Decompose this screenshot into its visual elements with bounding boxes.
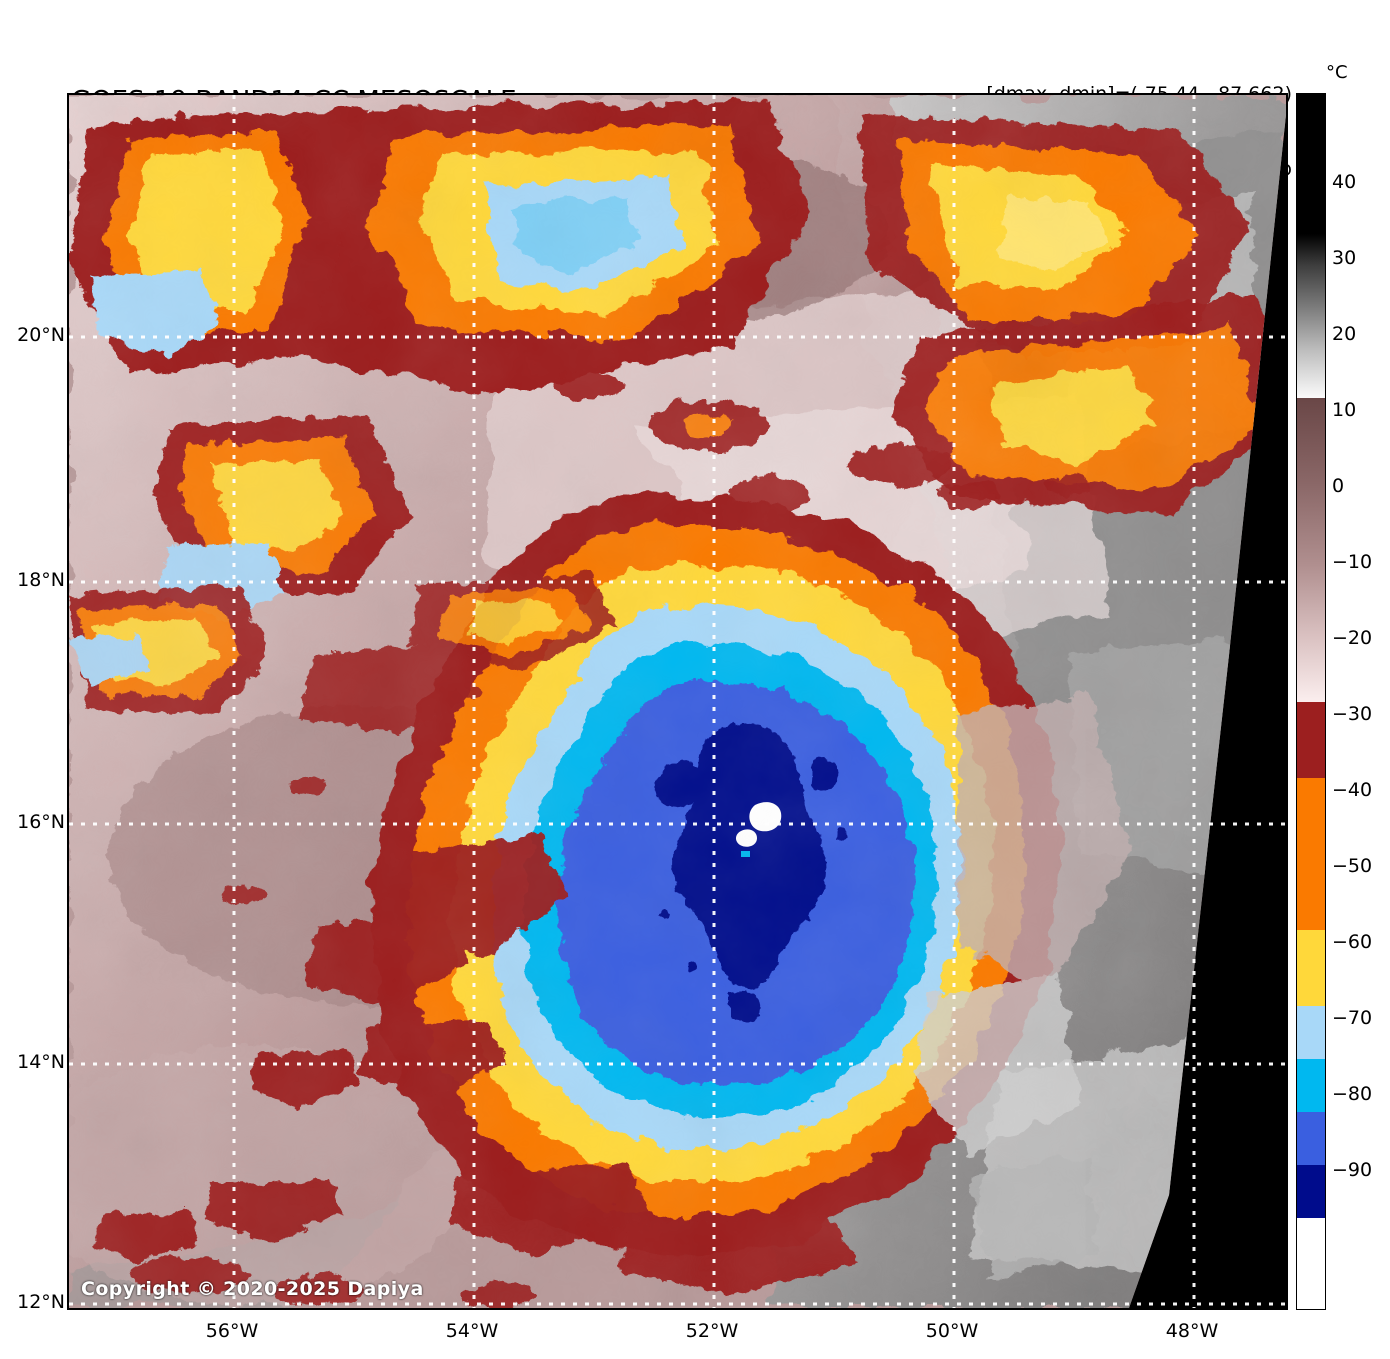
cbtick-label-m50: −50 (1332, 855, 1373, 877)
cbtick-label-m30: −30 (1332, 703, 1373, 725)
cbtick-label-40: 40 (1332, 171, 1357, 193)
cbtick-label-m60: −60 (1332, 931, 1373, 953)
cbtick-label-m10: −10 (1332, 551, 1373, 573)
ytick-label-20n: 20°N (17, 324, 65, 346)
xtick-label-48w: 48°W (1165, 1320, 1219, 1342)
xtick-label-50w: 50°W (925, 1320, 979, 1342)
ytick-label-16n: 16°N (17, 811, 65, 833)
satellite-plot-area: Copyright © 2020-2025 Dapiya (67, 93, 1288, 1310)
ytick-label-18n: 18°N (17, 569, 65, 591)
cbtick-label-30: 30 (1332, 247, 1357, 269)
xtick-label-52w: 52°W (685, 1320, 739, 1342)
xtick-label-54w: 54°W (445, 1320, 499, 1342)
cbtick-label-m70: −70 (1332, 1007, 1373, 1029)
cbtick-label-m90: −90 (1332, 1159, 1373, 1181)
colorbar-unit-label: °C (1326, 62, 1348, 83)
satellite-imagery (69, 95, 1286, 1308)
cbtick-label-m80: −80 (1332, 1083, 1373, 1105)
ytick-label-14n: 14°N (17, 1051, 65, 1073)
cbtick-label-0: 0 (1332, 475, 1345, 497)
colorbar-gradient (1297, 94, 1325, 1309)
temperature-colorbar (1296, 93, 1326, 1310)
cbtick-label-20: 20 (1332, 323, 1357, 345)
cbtick-label-m20: −20 (1332, 627, 1373, 649)
ytick-label-12n: 12°N (17, 1291, 65, 1313)
graticule (69, 95, 1286, 1308)
cbtick-label-10: 10 (1332, 399, 1357, 421)
cbtick-label-m40: −40 (1332, 779, 1373, 801)
xtick-label-56w: 56°W (205, 1320, 259, 1342)
